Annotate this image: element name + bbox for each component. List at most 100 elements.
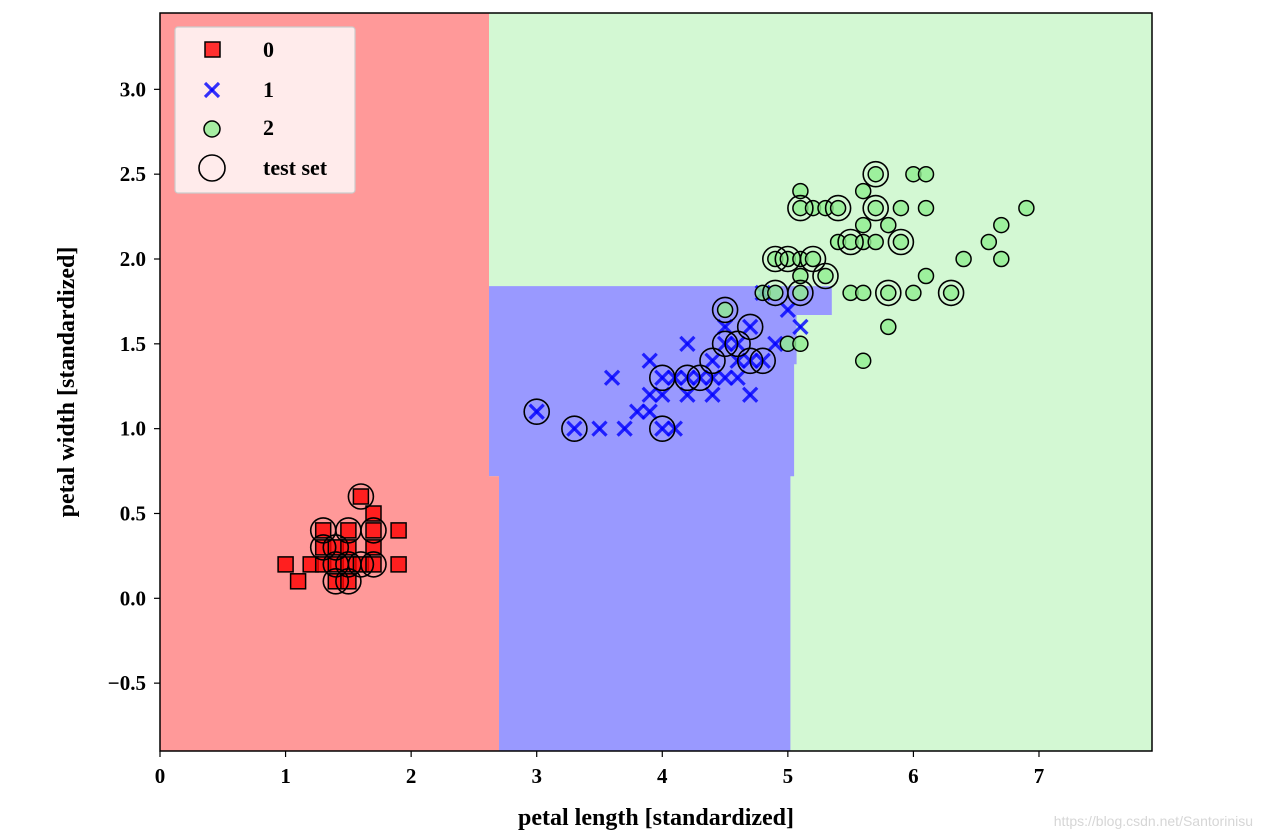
point-class-2 (854, 182, 872, 200)
point-class-1 (603, 369, 621, 386)
point-test-set (674, 364, 701, 392)
legend-marker-test-set (198, 154, 226, 182)
point-test-set (862, 194, 890, 222)
y-axis-ticks: −0.5 0.0 0.5 1.0 1.5 2.0 2.5 3.0 (108, 77, 160, 695)
point-test-set (686, 364, 714, 392)
x-tick-label: 6 (908, 764, 919, 788)
point-class-0 (352, 488, 370, 505)
point-class-0 (365, 522, 382, 539)
y-tick-label: 2.0 (120, 247, 146, 271)
point-test-set (761, 245, 789, 273)
decision-region-class-1 (489, 286, 832, 751)
point-class-2 (792, 182, 809, 200)
point-test-set (561, 415, 588, 443)
x-tick-label: 1 (280, 764, 291, 788)
y-tick-label: −0.5 (108, 671, 146, 695)
point-class-2 (892, 233, 910, 251)
point-test-set (347, 551, 375, 578)
point-class-2 (792, 335, 809, 353)
point-class-2 (792, 284, 809, 302)
point-class-1 (779, 301, 796, 319)
y-axis-label: petal width [standardized] (54, 247, 80, 518)
y-tick-label: 0.0 (120, 586, 146, 610)
legend-marker-class-2 (203, 120, 221, 138)
x-tick-label: 5 (783, 764, 794, 788)
x-tick-label: 3 (531, 764, 542, 788)
x-tick-label: 2 (406, 764, 417, 788)
point-class-2 (716, 301, 734, 319)
point-class-2 (917, 199, 935, 217)
point-class-1 (591, 420, 608, 437)
point-test-set (724, 330, 751, 358)
legend-box (174, 26, 356, 194)
point-class-0 (390, 556, 407, 573)
point-test-set (812, 262, 839, 290)
point-class-1 (654, 369, 671, 386)
point-class-0 (390, 522, 407, 539)
y-tick-label: 3.0 (120, 77, 146, 101)
point-test-set (874, 279, 902, 307)
point-class-2 (867, 233, 884, 251)
point-test-set (360, 551, 387, 578)
point-class-2 (993, 250, 1010, 268)
point-class-1 (641, 352, 658, 369)
point-test-set (322, 534, 350, 561)
point-test-set (749, 347, 777, 375)
plot-frame (159, 12, 1153, 752)
point-class-2 (829, 199, 847, 217)
point-class-0 (365, 539, 382, 556)
point-test-set (787, 194, 814, 222)
x-tick-label: 7 (1034, 764, 1045, 788)
point-class-1 (528, 403, 545, 420)
legend: 0 1 2 test set (174, 26, 356, 194)
point-class-2 (767, 284, 784, 302)
y-tick-label: 0.5 (120, 501, 146, 525)
point-class-2 (854, 216, 872, 234)
point-test-set (699, 347, 726, 375)
point-test-set (824, 194, 852, 222)
point-class-2 (942, 284, 960, 302)
point-class-2 (980, 233, 998, 251)
point-class-2 (993, 216, 1010, 234)
point-class-2 (905, 284, 922, 302)
x-axis-ticks: 0 1 2 3 4 5 6 7 (155, 751, 1044, 788)
point-class-0 (314, 522, 332, 539)
point-class-1 (729, 369, 746, 386)
legend-label-class-1: 1 (263, 77, 274, 102)
point-class-1 (704, 352, 721, 369)
point-class-1 (641, 403, 658, 420)
point-class-2 (867, 199, 884, 217)
point-test-set (887, 228, 915, 256)
point-class-0 (365, 505, 382, 522)
legend-label-test-set: test set (263, 155, 328, 180)
point-class-2 (1018, 199, 1035, 217)
watermark-text: https://blog.csdn.net/Santorinisu (1053, 813, 1253, 829)
point-class-2 (917, 267, 935, 285)
point-test-set (837, 228, 864, 256)
point-class-1 (704, 386, 721, 403)
point-test-set (711, 296, 739, 324)
legend-marker-class-1 (203, 81, 221, 99)
x-tick-label: 0 (155, 764, 166, 788)
point-class-1 (767, 335, 784, 352)
point-class-1 (792, 318, 809, 335)
legend-label-class-0: 0 (263, 37, 274, 62)
point-class-1 (742, 386, 759, 403)
point-class-1 (616, 420, 633, 437)
point-class-2 (792, 267, 809, 285)
point-test-set (360, 517, 387, 544)
point-class-0 (289, 573, 307, 590)
point-class-1 (629, 403, 646, 420)
point-test-set (309, 534, 337, 561)
point-test-set (937, 279, 965, 307)
point-class-1 (716, 369, 734, 386)
point-class-2 (854, 352, 872, 370)
point-test-set (736, 347, 764, 375)
point-test-set (736, 313, 764, 341)
point-class-2 (880, 284, 897, 302)
test-set-rings (309, 160, 965, 595)
point-test-set (862, 160, 890, 188)
x-tick-label: 4 (657, 764, 668, 788)
decision-region-class-0 (160, 13, 499, 751)
